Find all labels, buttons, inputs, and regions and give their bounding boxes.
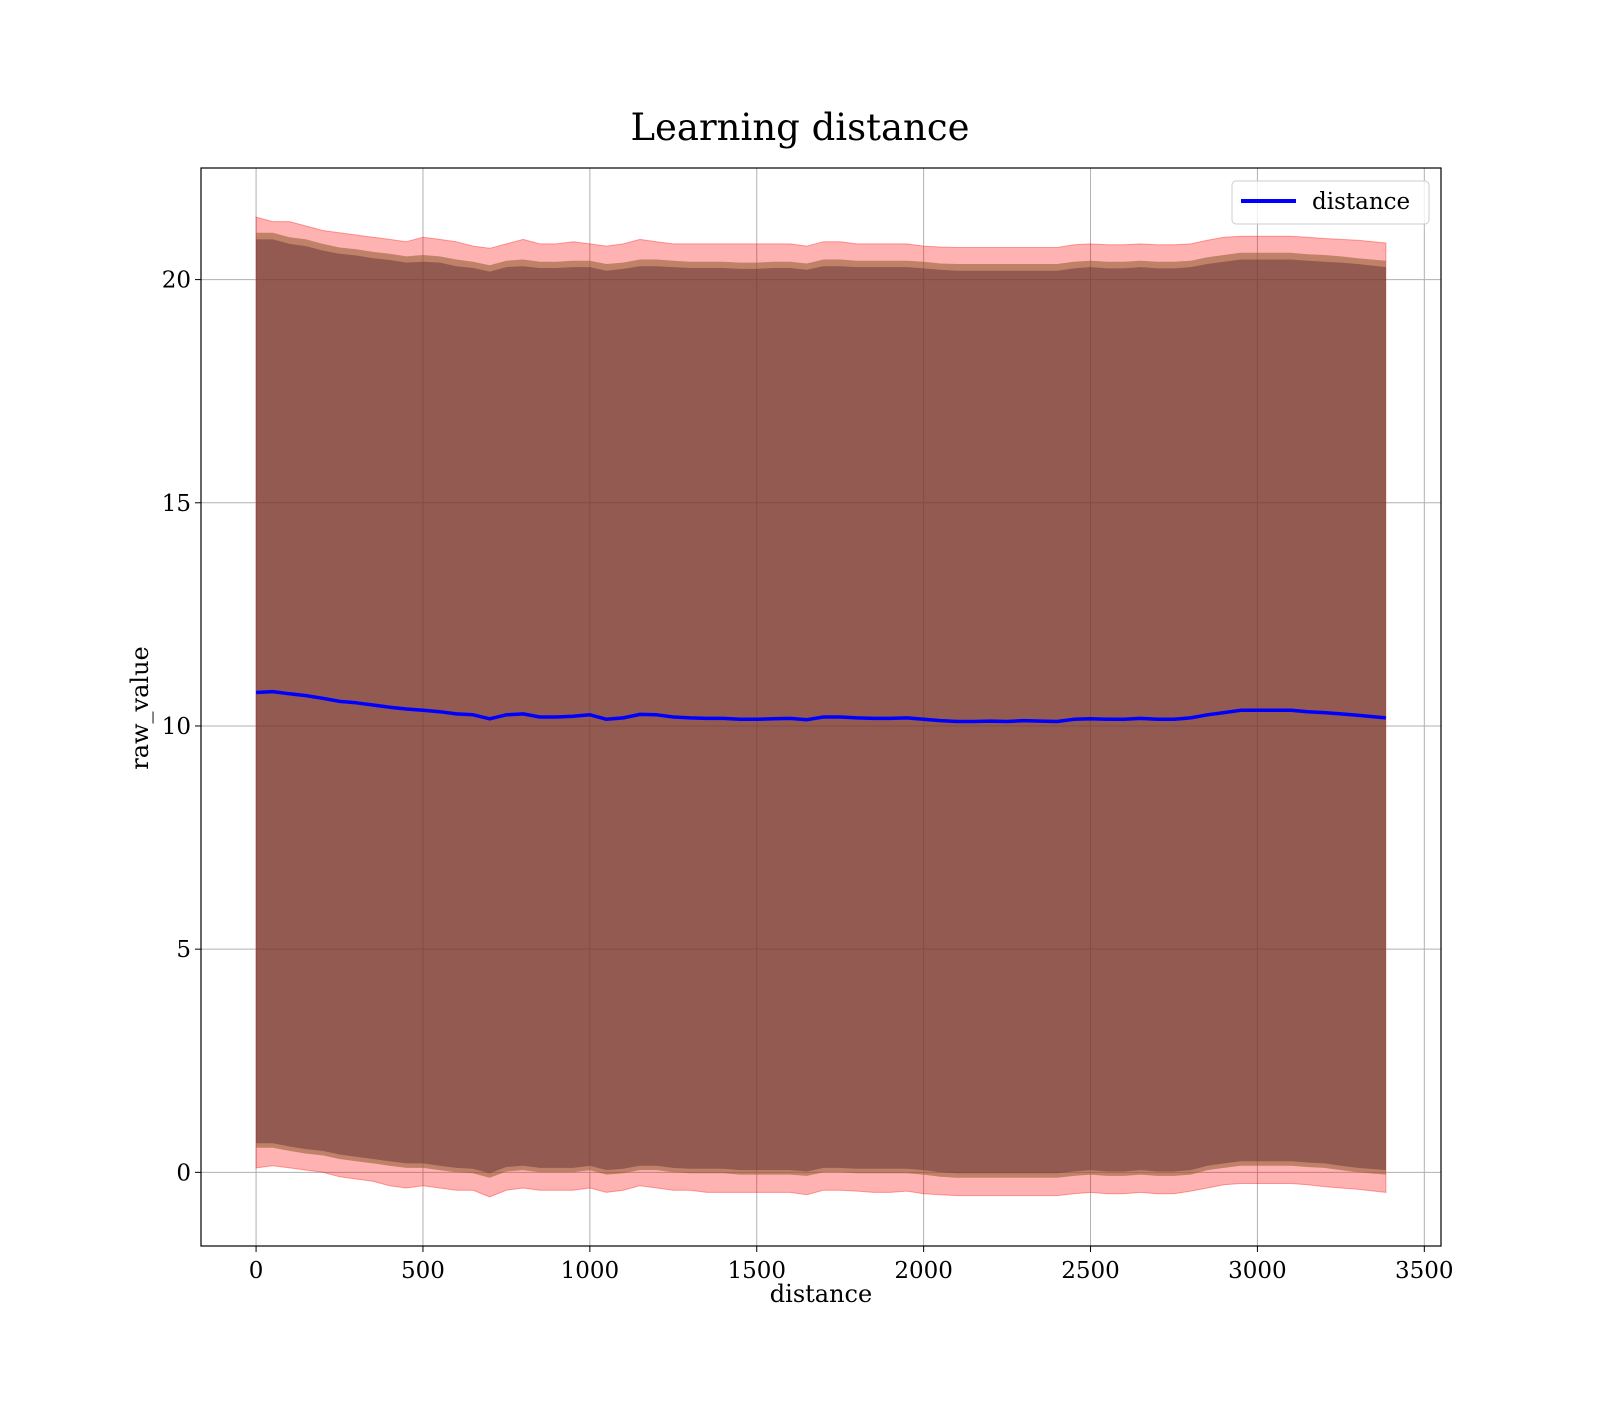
x-axis: 0 500 1000 1500 2000 2500 3000 3500 — [249, 1246, 1454, 1284]
x-tick-label: 3500 — [1395, 1258, 1454, 1284]
chart-title: Learning distance — [630, 106, 969, 149]
legend-label: distance — [1312, 189, 1410, 215]
x-tick-label: 500 — [401, 1258, 445, 1284]
y-tick-label: 5 — [176, 937, 191, 963]
y-tick-label: 15 — [162, 491, 191, 517]
x-tick-label: 0 — [249, 1258, 264, 1284]
plot-frame — [200, 167, 1442, 1247]
series-line-distance — [256, 689, 1387, 724]
x-tick-label: 2500 — [1061, 1258, 1120, 1284]
y-axis: 0 5 10 15 20 — [162, 268, 201, 1186]
legend: distance — [1231, 180, 1430, 225]
middle-band-area — [256, 232, 1386, 1178]
x-tick-label: 1000 — [561, 1258, 620, 1284]
inner-band-area — [256, 239, 1386, 1174]
x-axis-label: distance — [770, 1280, 872, 1308]
x-tick-label: 1500 — [727, 1258, 786, 1284]
legend-box — [1231, 180, 1430, 225]
x-tick-label: 3000 — [1228, 1258, 1287, 1284]
x-tick-label: 2000 — [894, 1258, 953, 1284]
y-tick-label: 20 — [162, 268, 191, 294]
y-tick-label: 0 — [176, 1160, 191, 1186]
y-axis-label: raw_value — [126, 646, 154, 770]
y-tick-label: 10 — [162, 714, 191, 740]
